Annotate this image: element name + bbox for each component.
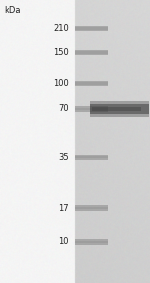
Bar (75, 241, 108, 243)
Text: 35: 35 (58, 153, 69, 162)
Bar (75, 51, 108, 54)
Text: 100: 100 (53, 79, 69, 88)
Bar (90, 104, 148, 113)
Text: 150: 150 (53, 48, 69, 57)
Text: 70: 70 (58, 104, 69, 113)
Bar (75, 239, 108, 245)
Bar (75, 50, 108, 55)
Bar (75, 26, 108, 31)
Text: kDa: kDa (4, 6, 21, 15)
Bar (75, 108, 108, 110)
Bar (75, 106, 108, 112)
Text: 210: 210 (53, 24, 69, 33)
Bar (75, 27, 108, 29)
Bar (90, 101, 148, 117)
Bar (75, 207, 108, 209)
Bar (92, 107, 141, 111)
Text: 10: 10 (58, 237, 69, 246)
Text: 17: 17 (58, 203, 69, 213)
Bar (75, 155, 108, 160)
Bar (75, 82, 108, 85)
Bar (75, 156, 108, 158)
Bar (75, 205, 108, 211)
Bar (75, 81, 108, 86)
